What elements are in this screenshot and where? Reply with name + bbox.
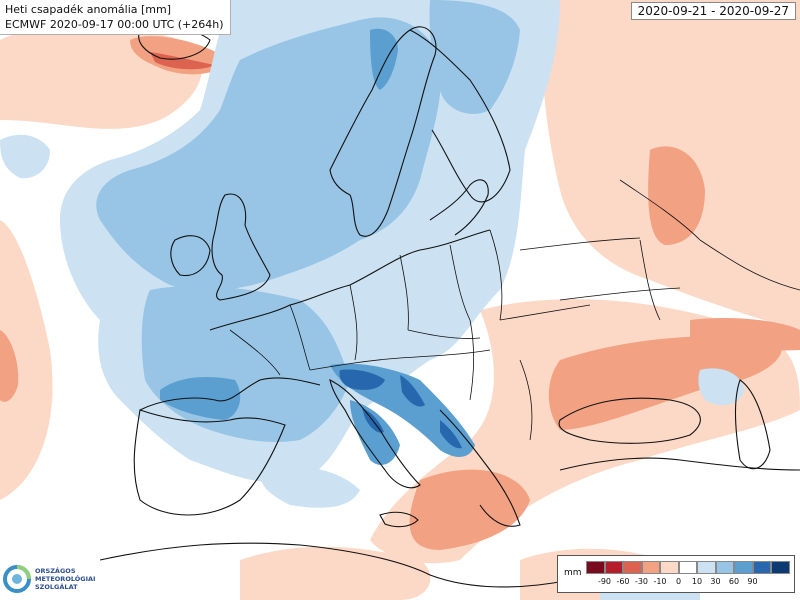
legend-swatch xyxy=(734,561,753,574)
legend-tick-label: 90 xyxy=(747,577,758,586)
legend-swatch xyxy=(660,561,679,574)
swirl-logo-icon xyxy=(3,565,31,593)
legend-swatch xyxy=(641,561,660,574)
legend-tick-label: 30 xyxy=(710,577,721,586)
legend-tick-label: -90 xyxy=(597,577,612,586)
legend-tick-label: 0 xyxy=(675,577,682,586)
title-line-2: ECMWF 2020-09-17 00:00 UTC (+264h) xyxy=(5,18,224,31)
coastlines xyxy=(99,26,800,588)
legend-swatch xyxy=(623,561,642,574)
title-line-1: Heti csapadék anomália [mm] xyxy=(5,3,172,16)
legend-swatch xyxy=(771,561,790,574)
legend-tick-label: -30 xyxy=(634,577,649,586)
map-title: Heti csapadék anomália [mm] ECMWF 2020-0… xyxy=(0,0,231,35)
omsz-logo: ORSZÁGOS METEOROLÓGIAI SZOLGÁLAT xyxy=(2,562,98,596)
logo-line-2: METEOROLÓGIAI xyxy=(35,575,96,583)
color-legend: mm -90 -60 -30 -10 0 10 30 60 90 xyxy=(557,555,795,593)
legend-unit: mm xyxy=(564,568,582,578)
legend-swatch xyxy=(604,561,623,574)
logo-line-3: SZOLGÁLAT xyxy=(35,583,78,591)
legend-swatch xyxy=(715,561,734,574)
logo-line-1: ORSZÁGOS xyxy=(35,567,76,575)
legend-swatch xyxy=(586,561,605,574)
legend-tick-label: -60 xyxy=(616,577,630,586)
country-borders xyxy=(229,179,800,441)
legend-swatch xyxy=(752,561,771,574)
date-range-label: 2020-09-21 - 2020-09-27 xyxy=(630,2,796,20)
legend-tick-label: 10 xyxy=(691,577,703,586)
legend-tick-label: 60 xyxy=(728,577,740,586)
legend-tick-label: -10 xyxy=(653,577,667,586)
legend-swatch xyxy=(697,561,716,574)
legend-swatch xyxy=(678,561,697,574)
